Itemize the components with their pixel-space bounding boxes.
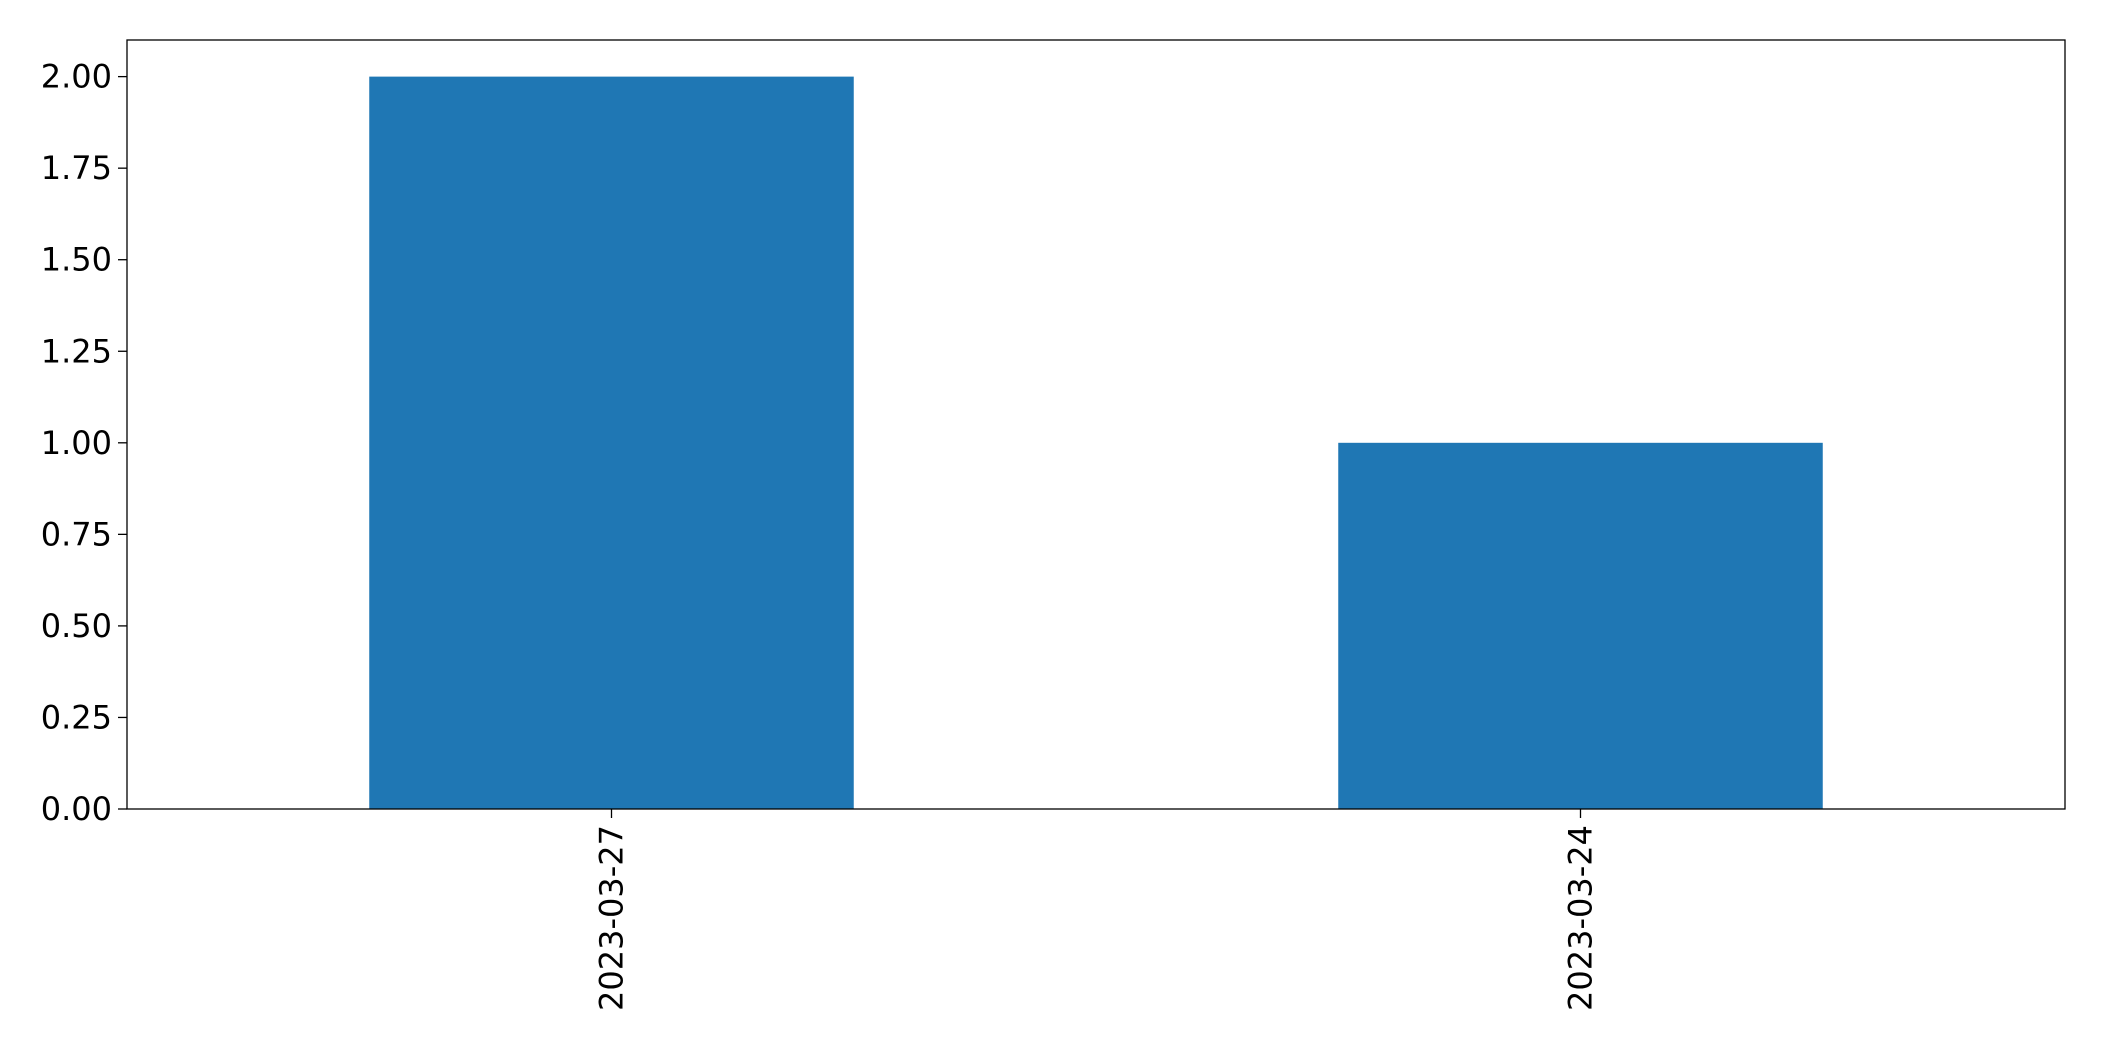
y-tick-label: 1.00: [41, 424, 112, 462]
y-tick-label: 0.25: [41, 698, 112, 736]
bars: [369, 76, 1823, 810]
bar-2023-03-24: [1338, 442, 1823, 809]
plot-frame: [126, 39, 2066, 810]
y-tick-label: 1.25: [41, 332, 112, 370]
x-axis: 2023-03-27 2023-03-24: [593, 809, 1600, 1011]
y-tick-label: 0.00: [41, 790, 112, 828]
x-tick-label: 2023-03-27: [593, 825, 631, 1011]
y-axis: 0.00 0.25 0.50 0.75 1.00 1.25 1.50 1.75 2.00: [41, 58, 127, 828]
y-tick-label: 0.75: [41, 515, 112, 553]
y-tick-label: 1.50: [41, 241, 112, 279]
bar-2023-03-27: [369, 76, 854, 810]
y-tick-label: 1.75: [41, 149, 112, 187]
y-tick-label: 0.50: [41, 607, 112, 645]
y-tick-label: 2.00: [41, 58, 112, 96]
x-tick-label: 2023-03-24: [1562, 825, 1600, 1011]
